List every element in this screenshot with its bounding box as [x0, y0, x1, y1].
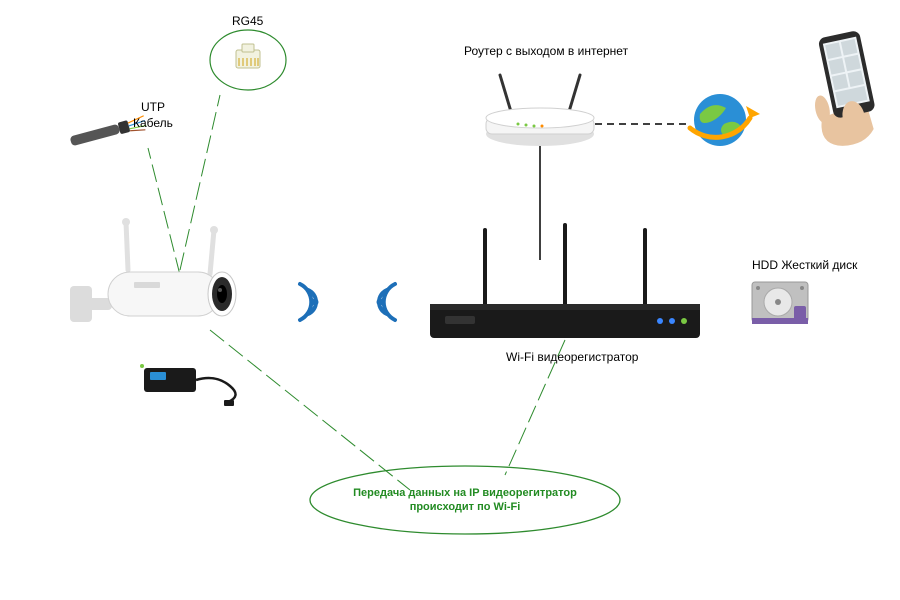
globe-icon [690, 94, 760, 146]
utp-label-line2: Кабель [133, 116, 173, 130]
utp-label: UTP Кабель [133, 100, 173, 131]
phone-in-hand-icon [801, 30, 882, 151]
rg45-label: RG45 [232, 14, 263, 28]
ip-camera-icon [70, 218, 236, 322]
utp-label-line1: UTP [141, 100, 165, 114]
power-adapter-icon [140, 364, 236, 406]
nvr-label: Wi-Fi видеорегистратор [506, 350, 638, 364]
wifi-signal-right-icon [377, 284, 396, 320]
wifi-signal-left-icon [300, 284, 319, 320]
hdd-label: HDD Жесткий диск [752, 258, 857, 272]
bottom-caption: Передача данных на IP видеорегитратор пр… [335, 486, 595, 515]
hdd-icon [752, 282, 808, 324]
bottom-caption-line2: происходит по Wi-Fi [410, 501, 521, 513]
nvr-icon [430, 225, 700, 338]
router-label: Роутер с выходом в интернет [464, 44, 628, 58]
bottom-caption-line1: Передача данных на IP видеорегитратор [353, 487, 577, 499]
router-icon [486, 75, 594, 146]
